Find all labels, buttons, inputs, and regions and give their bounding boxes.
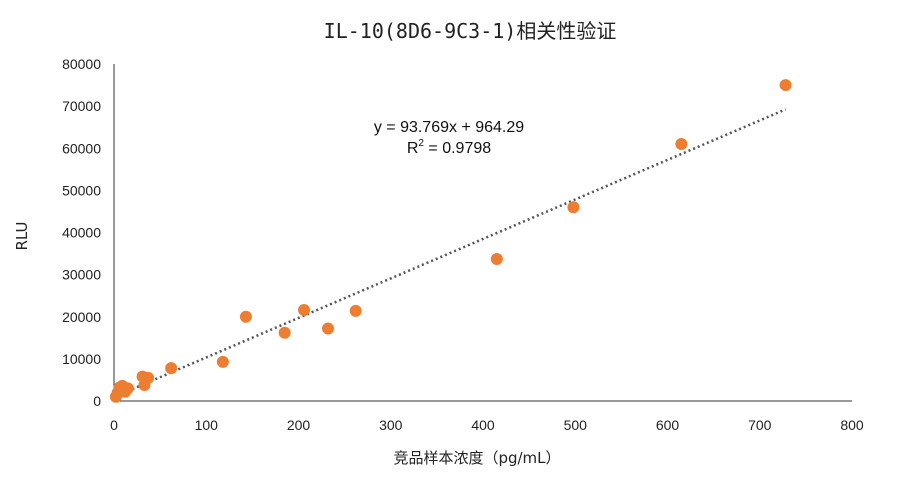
data-point: [490, 253, 503, 266]
x-tick-label: 100: [195, 417, 219, 433]
y-tick-labels: 0 10000 20000 30000 40000 50000 60000 70000 8000…: [62, 56, 101, 409]
data-point: [675, 138, 688, 151]
trendline-equation: y = 93.769x + 964.29: [374, 119, 524, 136]
x-axis-label: 竞品样本浓度（pg/mL）: [393, 449, 560, 467]
trendline: [113, 108, 787, 399]
y-tick-label: 30000: [62, 267, 101, 283]
data-point: [121, 382, 134, 395]
y-tick-label: 40000: [62, 225, 101, 241]
r-squared-value: = 0.9798: [424, 140, 491, 157]
x-tick-label: 0: [110, 417, 118, 433]
data-point: [239, 310, 252, 323]
r-squared-prefix: R: [407, 140, 419, 157]
data-point: [322, 322, 335, 335]
y-tick-label: 0: [93, 393, 101, 409]
chart-title: IL-10(8D6-9C3-1)相关性验证: [324, 19, 617, 43]
data-point: [779, 79, 792, 92]
x-tick-label: 400: [471, 417, 495, 433]
y-tick-label: 20000: [62, 309, 101, 325]
axes: [113, 64, 852, 402]
x-tick-label: 300: [379, 417, 403, 433]
data-point: [165, 362, 178, 375]
x-tick-label: 800: [840, 417, 864, 433]
trendline-layer: [113, 108, 787, 399]
data-point: [298, 304, 311, 317]
y-tick-label: 70000: [62, 98, 101, 114]
x-tick-label: 200: [287, 417, 311, 433]
x-tick-label: 700: [748, 417, 772, 433]
data-points: [109, 79, 792, 403]
y-tick-label: 10000: [62, 351, 101, 367]
x-tick-label: 600: [656, 417, 680, 433]
data-point: [278, 326, 291, 339]
y-tick-label: 60000: [62, 140, 101, 156]
data-point: [142, 371, 155, 384]
r-squared-superscript: 2: [418, 138, 424, 149]
x-tick-label: 500: [564, 417, 588, 433]
y-tick-label: 50000: [62, 182, 101, 198]
data-point: [349, 304, 362, 317]
data-point: [567, 201, 580, 214]
y-tick-label: 80000: [62, 56, 101, 72]
trendline-r-squared: R2 = 0.9798: [407, 138, 491, 157]
data-point: [216, 355, 229, 368]
y-axis-label: RLU: [13, 221, 31, 250]
x-tick-labels: 0 100 200 300 400 500 600 700 800: [110, 417, 864, 433]
